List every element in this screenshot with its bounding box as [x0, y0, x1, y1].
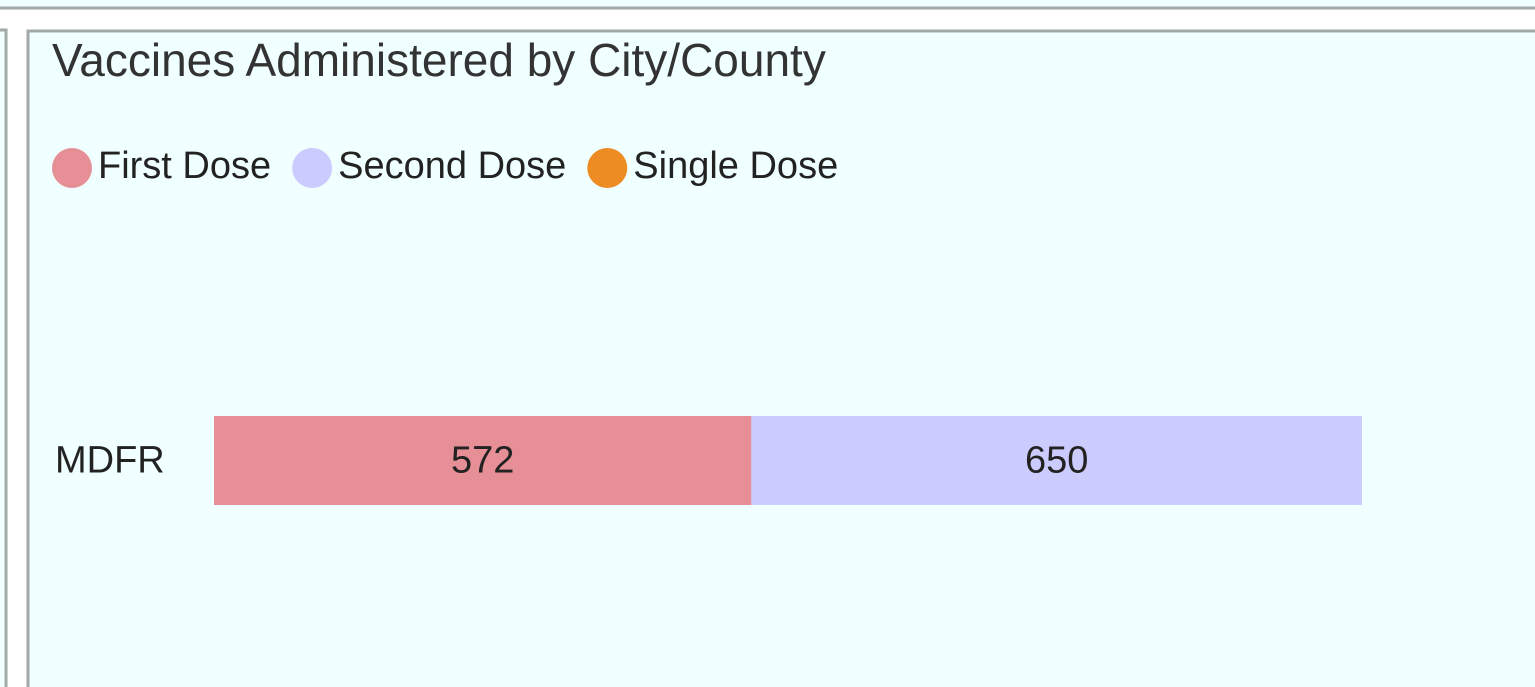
legend-label: Second Dose — [338, 145, 566, 187]
chart-panel — [26, 29, 1535, 687]
chart-title: Vaccines Administered by City/County — [52, 34, 826, 86]
data-label: 572 — [451, 440, 514, 482]
legend-swatch — [587, 148, 628, 188]
legend-label: First Dose — [98, 145, 271, 187]
bar-segment — [751, 416, 1362, 505]
y-tick-label: MDFR — [55, 440, 165, 482]
data-label: 650 — [1025, 440, 1088, 482]
side-panel — [0, 28, 8, 687]
legend-swatch — [52, 148, 92, 188]
legend-swatch — [292, 148, 333, 188]
legend-label: Single Dose — [633, 145, 838, 187]
top-panel — [0, 0, 1535, 10]
bar-segment — [214, 416, 752, 505]
